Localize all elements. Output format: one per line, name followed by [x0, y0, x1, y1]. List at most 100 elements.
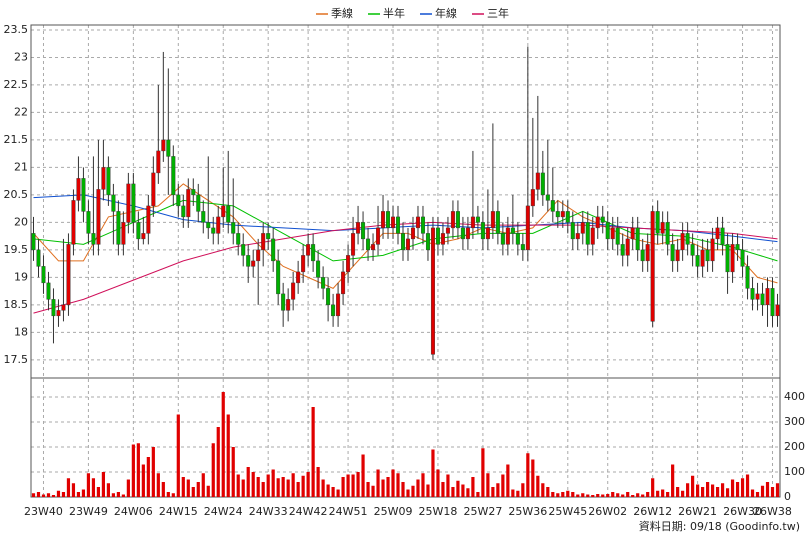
- volume-bar: [196, 482, 200, 497]
- volume-bar: [381, 479, 385, 497]
- volume-bar: [616, 493, 620, 497]
- candle-body: [76, 178, 81, 201]
- candle-body: [490, 211, 495, 229]
- volume-tick-label: 300: [784, 415, 805, 428]
- candle-body: [131, 183, 136, 223]
- volume-bar: [476, 492, 480, 497]
- volume-bar: [246, 467, 250, 497]
- volume-bar: [396, 473, 400, 497]
- volume-bar: [775, 483, 780, 497]
- candle-body: [176, 194, 181, 207]
- candle-body: [755, 293, 760, 300]
- candle-body: [675, 249, 680, 262]
- volume-bar: [371, 485, 375, 497]
- x-tick-label: 25W45: [548, 505, 587, 518]
- candle-body: [550, 200, 555, 212]
- candle-body: [475, 216, 480, 223]
- x-tick-label: 24W33: [249, 505, 288, 518]
- volume-bar: [631, 495, 635, 497]
- candle-body: [700, 249, 705, 267]
- candle-body: [271, 238, 276, 262]
- candle-body: [445, 227, 450, 234]
- volume-bar: [546, 487, 550, 497]
- x-tick-label: 26W30: [723, 505, 762, 518]
- volume-bar: [266, 474, 270, 497]
- candle-body: [530, 189, 535, 207]
- candle-body: [615, 227, 620, 245]
- candle-body: [266, 233, 271, 240]
- candle-body: [231, 222, 236, 234]
- candle-body: [326, 288, 331, 306]
- y-tick-label: 22.5: [4, 78, 29, 91]
- volume-bar: [750, 489, 755, 497]
- candle-body: [760, 293, 765, 306]
- candle-body: [181, 205, 186, 218]
- volume-bar: [131, 444, 135, 497]
- volume-bar: [421, 473, 425, 497]
- candle-body: [500, 233, 505, 245]
- candle-body: [36, 249, 41, 267]
- volume-bar: [31, 493, 36, 497]
- volume-bar: [705, 482, 710, 497]
- volume-bar: [770, 487, 775, 497]
- candle-body: [211, 227, 216, 234]
- candle-body: [291, 282, 296, 300]
- candle-body: [645, 244, 650, 262]
- candle-body: [41, 266, 46, 284]
- candle-body: [510, 227, 515, 234]
- candle-body: [251, 260, 256, 267]
- volume-bar: [161, 482, 165, 497]
- legend-label: 季線: [331, 6, 353, 20]
- candle-body: [655, 211, 660, 234]
- volume-bar: [126, 479, 130, 497]
- candle-body: [341, 271, 346, 295]
- volume-bar: [276, 478, 280, 497]
- volume-bar: [571, 492, 575, 497]
- x-tick-label: 25W27: [463, 505, 502, 518]
- volume-bar: [81, 489, 86, 497]
- volume-bar: [656, 490, 660, 497]
- candle-body: [221, 205, 226, 218]
- candle-body: [415, 216, 420, 229]
- candle-body: [665, 222, 670, 245]
- x-tick-label: 23W40: [24, 505, 63, 518]
- candle-body: [296, 271, 301, 284]
- volume-bar: [181, 477, 185, 497]
- y-tick-label: 21: [14, 160, 28, 173]
- candle-body: [605, 222, 610, 240]
- volume-bar: [206, 485, 210, 497]
- x-tick-label: 26W38: [753, 505, 792, 518]
- candle-body: [106, 167, 111, 196]
- volume-bar: [606, 494, 610, 497]
- volume-bar: [461, 484, 465, 497]
- volume-bar: [481, 448, 485, 497]
- candle-body: [61, 304, 66, 311]
- candle-body: [495, 211, 500, 234]
- volume-bar: [636, 493, 640, 497]
- candle-body: [216, 216, 221, 234]
- volume-bar: [441, 482, 445, 497]
- x-tick-label: 25W09: [374, 505, 413, 518]
- candle-body: [560, 211, 565, 218]
- candle-body: [450, 211, 455, 229]
- volume-bar: [696, 484, 700, 497]
- candle-body: [206, 222, 211, 229]
- volume-bar: [596, 494, 600, 497]
- volume-bar: [336, 489, 340, 497]
- candle-body: [281, 293, 286, 311]
- candle-body: [520, 244, 525, 251]
- x-tick-label: 25W18: [419, 505, 458, 518]
- candle-body: [695, 255, 700, 267]
- volume-bar: [521, 483, 525, 497]
- candle-body: [191, 189, 196, 196]
- volume-bar: [171, 493, 175, 497]
- volume-bar: [646, 492, 650, 497]
- volume-bar: [311, 407, 315, 497]
- y-tick-label: 18.5: [4, 298, 29, 311]
- volume-bar: [611, 492, 615, 497]
- volume-bar: [626, 492, 630, 497]
- candle-body: [201, 211, 206, 223]
- candle-body: [56, 310, 61, 317]
- volume-bar: [101, 472, 106, 497]
- candle-body: [680, 233, 685, 251]
